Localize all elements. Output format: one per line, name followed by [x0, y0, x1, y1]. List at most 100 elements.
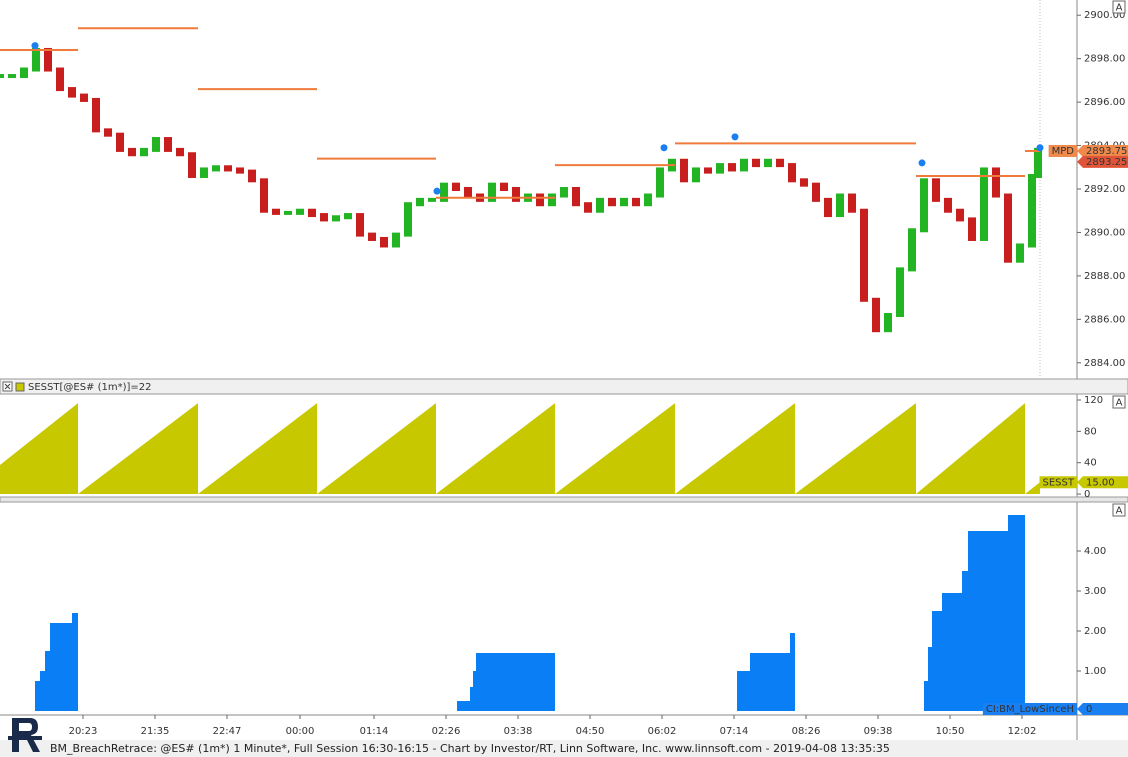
autoscale-label: A: [1116, 3, 1123, 14]
price-bar: [152, 137, 160, 152]
histogram-bar: [35, 681, 40, 711]
histogram-bar: [457, 701, 470, 711]
x-tick-label: 02:26: [432, 726, 461, 737]
price-bar: [0, 74, 4, 79]
autoscale-button[interactable]: [1112, 395, 1126, 409]
price-bar: [320, 213, 328, 222]
autoscale-label: A: [1116, 506, 1123, 517]
price-bar: [956, 208, 964, 222]
histogram-bar: [968, 531, 1008, 711]
histogram-bar: [476, 653, 555, 711]
autoscale-button[interactable]: [1112, 503, 1126, 517]
price-bar: [8, 74, 16, 79]
y-tick-label: 2890.00: [1084, 227, 1125, 238]
price-bar: [704, 167, 712, 174]
x-tick-label: 00:00: [286, 726, 315, 737]
price-bar: [584, 202, 592, 213]
price-bar: [272, 208, 280, 215]
price-bar: [464, 187, 472, 198]
price-bar: [236, 167, 244, 174]
value-tag: [1077, 703, 1128, 715]
x-tick-label: 01:14: [360, 726, 389, 737]
price-bar: [224, 165, 232, 172]
y-tick-label: 0: [1084, 489, 1090, 500]
price-bar: [404, 202, 412, 237]
y-tick-label: 120: [1084, 395, 1103, 406]
price-bar: [1016, 243, 1024, 263]
price-bar: [644, 193, 652, 207]
autoscale-button[interactable]: [1112, 0, 1126, 14]
price-bar: [512, 187, 520, 202]
price-bar: [500, 182, 508, 191]
price-bar: [872, 297, 880, 333]
tag-name-bg: [982, 703, 1077, 715]
price-bar: [692, 167, 700, 183]
x-tick-label: 20:23: [69, 726, 98, 737]
x-tick-label: 04:50: [576, 726, 605, 737]
y-tick-label: 3.00: [1084, 586, 1106, 597]
price-bar: [920, 178, 928, 233]
logo-mark: [12, 718, 40, 752]
tag-name: CI:BM_LowSinceH: [986, 704, 1074, 715]
price-bar: [56, 67, 64, 92]
price-bar: [992, 167, 1000, 198]
price-bar: [836, 193, 844, 218]
histogram-bar: [40, 671, 45, 711]
y-tick-label: 2898.00: [1084, 54, 1125, 65]
value-tag: [1077, 476, 1128, 489]
price-bar: [932, 178, 940, 202]
y-tick-label: 2892.00: [1084, 184, 1125, 195]
price-bar: [368, 232, 376, 241]
price-bar: [1028, 173, 1036, 248]
x-tick-label: 22:47: [213, 726, 242, 737]
price-bar: [128, 147, 136, 157]
value-tag-label: 0: [1086, 704, 1092, 715]
price-bar: [176, 147, 184, 157]
price-bar: [212, 165, 220, 172]
value-tag-label: 2893.75: [1086, 146, 1127, 157]
x-tick-label: 21:35: [141, 726, 170, 737]
value-tag-label: 15.00: [1086, 477, 1115, 488]
price-bar: [560, 187, 568, 198]
price-bar: [140, 147, 148, 157]
histogram-bar: [790, 633, 795, 711]
series-swatch: [15, 382, 25, 392]
x-tick-label: 07:14: [720, 726, 749, 737]
price-bar: [980, 167, 988, 241]
price-bar: [68, 87, 76, 98]
price-bar: [1034, 147, 1042, 178]
price-bar: [380, 236, 388, 248]
price-bar: [572, 187, 580, 207]
y-tick-label: 1.00: [1084, 666, 1106, 677]
price-bar: [908, 228, 916, 272]
x-tick-label: 12:02: [1008, 726, 1037, 737]
histogram-bar: [928, 647, 932, 711]
price-bar: [416, 197, 424, 207]
x-tick-label: 09:38: [864, 726, 893, 737]
price-bar: [344, 213, 352, 220]
y-tick-label: 40: [1084, 458, 1097, 469]
price-bar: [764, 158, 772, 168]
value-tag: [1077, 144, 1128, 157]
sesst-area: [0, 403, 1040, 495]
price-bar: [428, 197, 436, 202]
price-bar: [296, 208, 304, 215]
histogram-bar: [1008, 515, 1025, 711]
x-tick-label: 03:38: [504, 726, 533, 737]
price-bar: [356, 213, 364, 237]
value-tag-label: 2893.25: [1086, 157, 1127, 168]
histogram-bar: [470, 687, 473, 711]
price-bar: [164, 137, 172, 152]
pivot-dot: [433, 187, 441, 195]
price-bar: [536, 193, 544, 207]
price-bar: [488, 182, 496, 202]
tag-name: SESST: [1043, 477, 1075, 488]
price-bar: [248, 169, 256, 183]
price-bar: [308, 208, 316, 218]
pane-header-text: SESST[@ES# (1m*)]=22: [28, 382, 152, 393]
histogram-bar: [50, 623, 72, 711]
histogram-bar: [750, 653, 790, 711]
y-tick-label: 2.00: [1084, 626, 1106, 637]
price-bar: [812, 182, 820, 202]
